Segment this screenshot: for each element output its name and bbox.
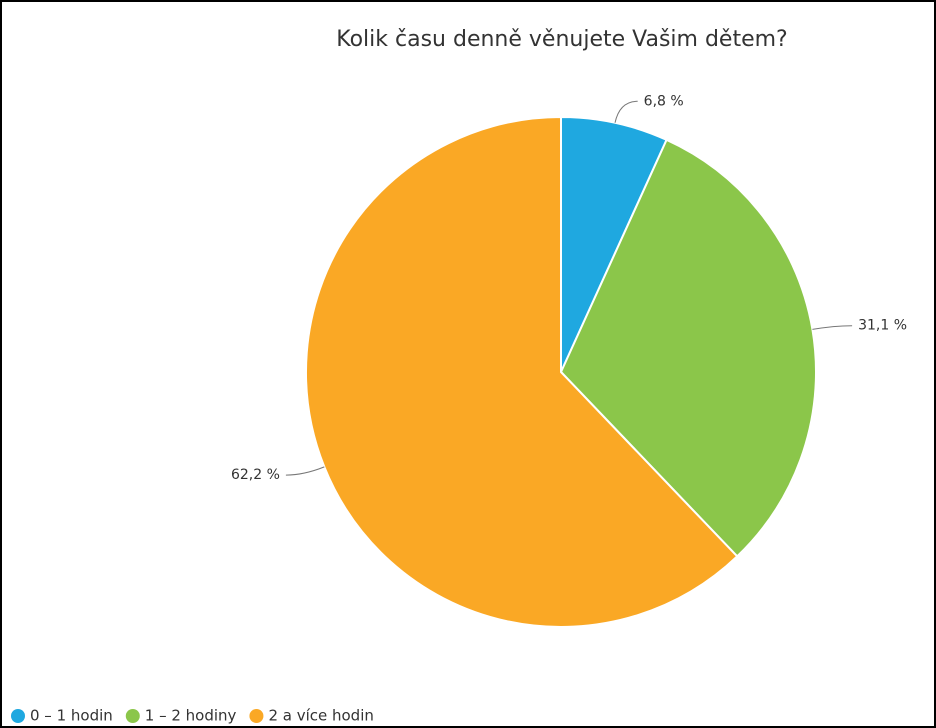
legend-swatch <box>125 709 140 723</box>
chart-title: Kolik času denně věnujete Vašim dětem? <box>336 27 787 52</box>
data-label: 31,1 % <box>858 318 907 334</box>
legend-swatch <box>249 709 264 723</box>
pie-slice <box>559 138 817 558</box>
legend-label: 1 – 2 hodiny <box>145 707 237 725</box>
legend-swatch <box>11 709 25 723</box>
label-connector <box>285 466 325 476</box>
label-connector <box>812 325 853 330</box>
legend-label: 0 – 1 hodin <box>30 707 113 725</box>
pie-slice <box>560 115 668 373</box>
label-connector <box>614 100 638 123</box>
legend-label: 2 a více hodin <box>268 707 373 725</box>
data-label: 62,2 % <box>231 467 280 483</box>
data-label: 6,8 % <box>644 93 684 109</box>
pie-slice <box>305 115 739 628</box>
